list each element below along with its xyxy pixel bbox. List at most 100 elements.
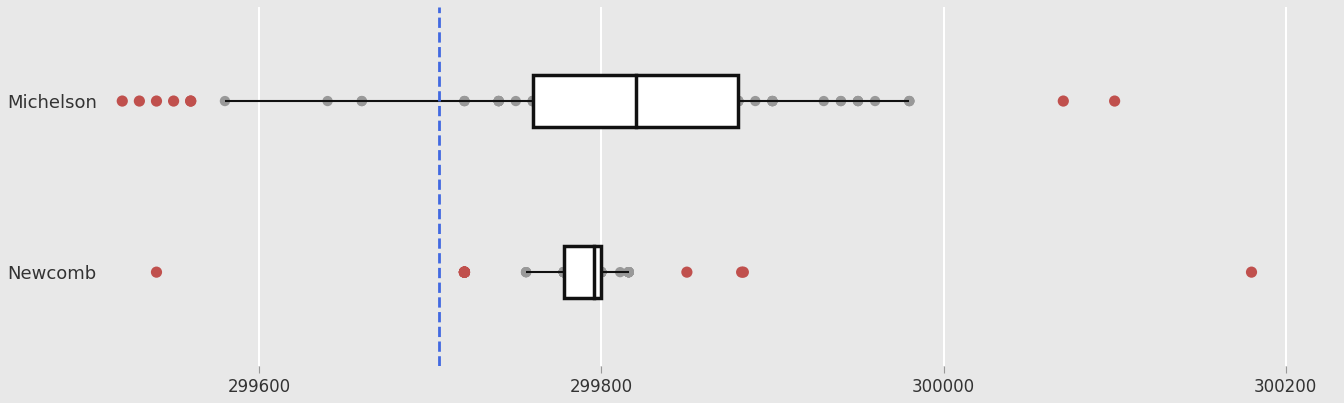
Point	[590, 98, 612, 104]
Point	[145, 98, 167, 104]
Point	[351, 98, 372, 104]
Point	[351, 98, 372, 104]
Point	[625, 98, 646, 104]
Point	[727, 98, 749, 104]
Point	[618, 269, 640, 275]
Point	[676, 98, 698, 104]
Point	[552, 269, 574, 275]
Point	[659, 98, 680, 104]
Point	[523, 98, 544, 104]
Point	[625, 98, 646, 104]
Point	[583, 269, 605, 275]
Point	[711, 98, 732, 104]
Point	[454, 269, 476, 275]
Point	[864, 98, 886, 104]
Point	[552, 269, 574, 275]
Point	[163, 98, 184, 104]
Point	[625, 98, 646, 104]
Point	[727, 98, 749, 104]
Point	[505, 98, 527, 104]
Point	[583, 269, 605, 275]
Point	[618, 269, 640, 275]
Point	[488, 98, 509, 104]
Point	[659, 98, 680, 104]
Point	[625, 98, 646, 104]
Point	[618, 269, 640, 275]
Point	[552, 269, 574, 275]
Point	[488, 98, 509, 104]
Point	[488, 98, 509, 104]
Point	[574, 98, 595, 104]
Point	[899, 98, 921, 104]
Point	[625, 98, 646, 104]
Point	[659, 98, 680, 104]
Point	[454, 269, 476, 275]
Point	[625, 98, 646, 104]
Point	[625, 98, 646, 104]
Point	[560, 269, 582, 275]
Point	[590, 98, 612, 104]
Point	[523, 98, 544, 104]
Point	[625, 98, 646, 104]
Point	[180, 98, 202, 104]
Point	[618, 269, 640, 275]
Point	[899, 98, 921, 104]
Point	[1103, 98, 1125, 104]
Point	[711, 98, 732, 104]
Point	[560, 269, 582, 275]
Point	[180, 98, 202, 104]
Point	[607, 98, 629, 104]
Point	[523, 98, 544, 104]
Point	[552, 269, 574, 275]
Point	[659, 98, 680, 104]
Bar	[534, 75, 738, 127]
Point	[609, 269, 630, 275]
Point	[112, 98, 133, 104]
Point	[454, 269, 476, 275]
Point	[454, 269, 476, 275]
Point	[552, 269, 574, 275]
Point	[454, 98, 476, 104]
Point	[676, 98, 698, 104]
Point	[676, 98, 698, 104]
Point	[488, 98, 509, 104]
Point	[454, 269, 476, 275]
Point	[590, 98, 612, 104]
Point	[847, 98, 868, 104]
Point	[590, 269, 612, 275]
Point	[727, 98, 749, 104]
Point	[745, 98, 766, 104]
Point	[515, 269, 536, 275]
Point	[523, 98, 544, 104]
Point	[659, 98, 680, 104]
Point	[659, 98, 680, 104]
Point	[625, 98, 646, 104]
Point	[552, 269, 574, 275]
Point	[515, 269, 536, 275]
Point	[523, 98, 544, 104]
Point	[676, 98, 698, 104]
Point	[145, 269, 167, 275]
Point	[583, 269, 605, 275]
Point	[762, 98, 784, 104]
Point	[552, 269, 574, 275]
Point	[560, 269, 582, 275]
Point	[560, 269, 582, 275]
Point	[590, 269, 612, 275]
Point	[590, 98, 612, 104]
Point	[762, 98, 784, 104]
Point	[583, 269, 605, 275]
Point	[552, 269, 574, 275]
Point	[523, 98, 544, 104]
Point	[556, 98, 578, 104]
Point	[625, 98, 646, 104]
Point	[560, 269, 582, 275]
Point	[659, 98, 680, 104]
Point	[813, 98, 835, 104]
Point	[523, 98, 544, 104]
Point	[583, 269, 605, 275]
Point	[831, 98, 852, 104]
Point	[618, 269, 640, 275]
Point	[560, 269, 582, 275]
Point	[727, 98, 749, 104]
